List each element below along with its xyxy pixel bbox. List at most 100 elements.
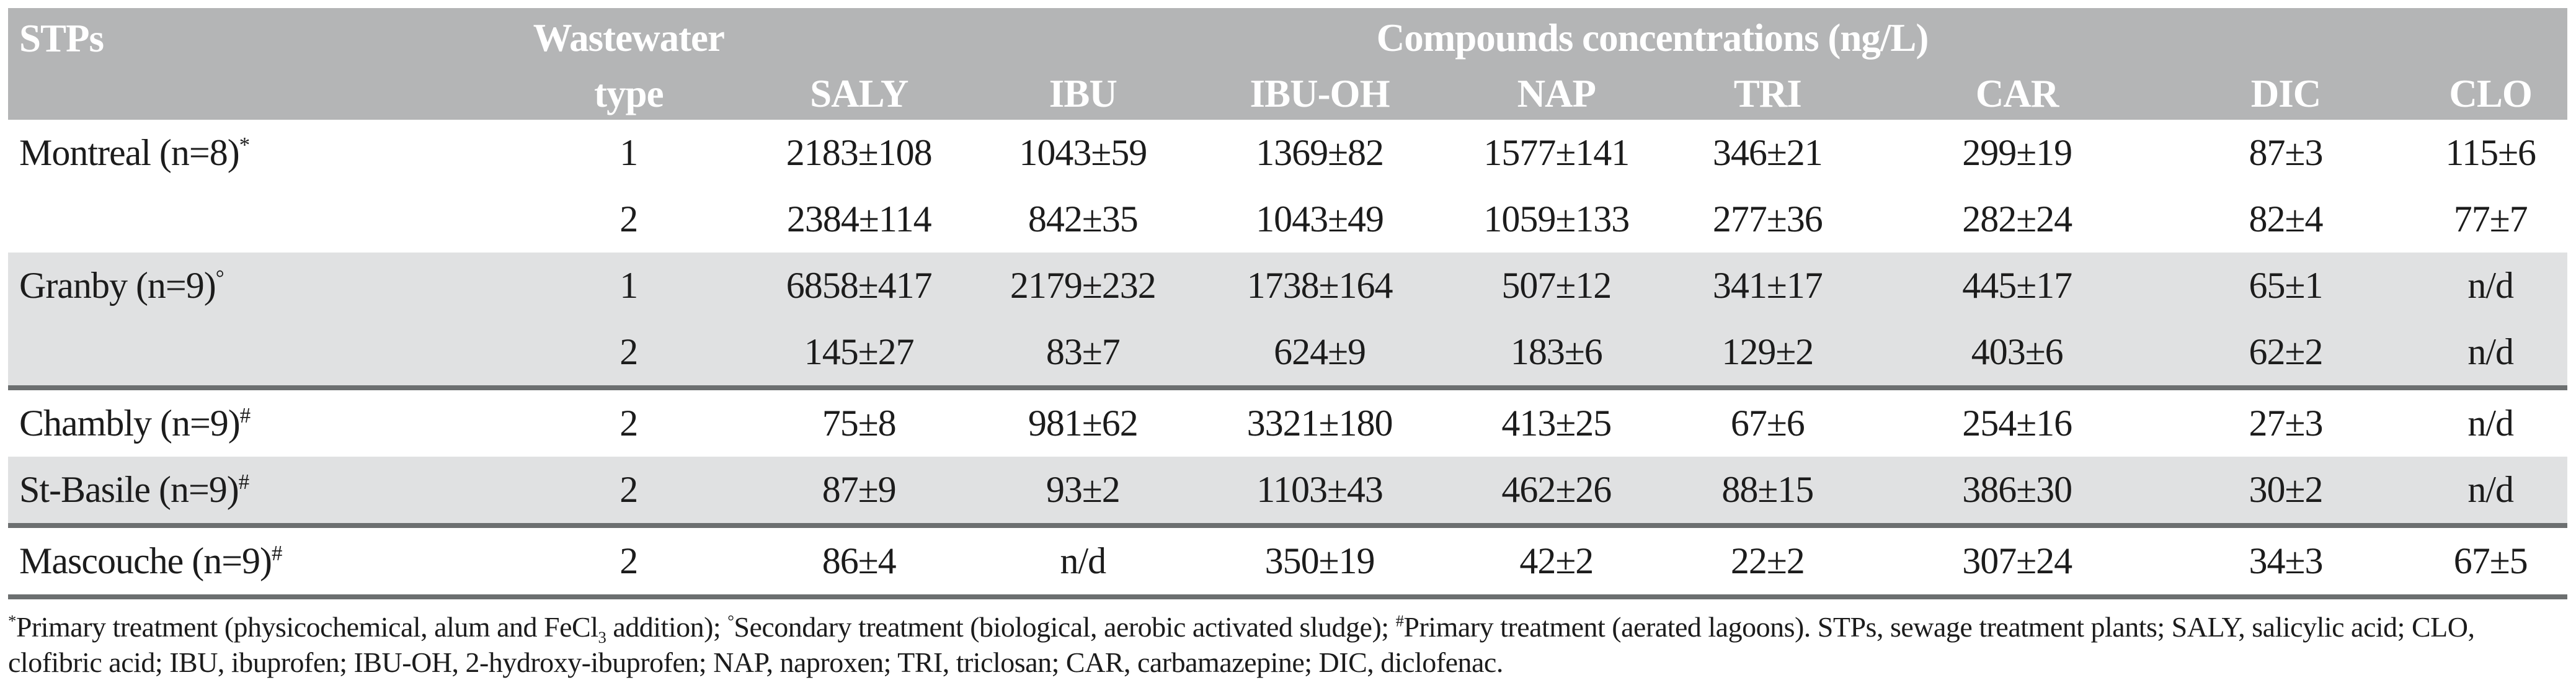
footnote-text: Primary treatment (physicochemical, alum… [16, 611, 598, 643]
value-cell-saly: 145±27 [737, 319, 981, 390]
value-cell-nap: 42±2 [1454, 526, 1659, 599]
value-cell-clo: 77±7 [2453, 199, 2528, 239]
col-header-saly: SALY [737, 68, 981, 120]
wastewater-type-cell: 2 [520, 319, 738, 390]
table-header: STPs Wastewater type Compounds concentra… [8, 8, 2567, 120]
value-cell-ibu-oh: 350±19 [1185, 526, 1454, 599]
col-header-ibu: IBU [980, 68, 1186, 120]
col-header-clo: CLO [2414, 68, 2567, 120]
col-header-stps: STPs [8, 8, 520, 120]
value-cell-dic: 34±3 [2157, 526, 2414, 599]
value-cell-saly: 6858±417 [737, 253, 981, 319]
value-cell-car: 307±24 [1876, 526, 2158, 599]
table-row: Mascouche (n=9)# 2 86±4 n/d 350±19 42±2 22±2 30… [8, 526, 2567, 599]
value-cell-clo: n/d [2467, 403, 2514, 444]
value-cell-dic: 82±4 [2249, 199, 2324, 239]
table-row: Montreal (n=8)* 1 2183±108 1043±59 1369±82 15… [8, 120, 2567, 186]
stp-footnote-marker: # [238, 470, 249, 494]
footnote-text: addition); [606, 611, 728, 643]
footnote-marker: 3 [598, 628, 606, 647]
header-row-1: STPs Wastewater type Compounds concentra… [8, 8, 2567, 120]
value-cell-saly: 75±8 [822, 403, 897, 444]
value-cell-clo: n/d [2414, 253, 2567, 319]
wastewater-type-cell: 2 [620, 403, 638, 444]
value-cell-clo: n/d [2414, 319, 2567, 390]
value-cell-tri: 88±15 [1658, 457, 1876, 528]
col-header-wastewater-type: Wastewater type [520, 8, 738, 120]
wastewater-label-line1: Wastewater [533, 16, 725, 60]
value-cell-clo: 67±5 [2414, 526, 2567, 599]
value-cell-tri: 277±36 [1712, 199, 1823, 239]
footnote-marker: * [8, 611, 16, 630]
col-header-tri: TRI [1658, 68, 1876, 120]
value-cell-ibu: 1043±59 [1019, 132, 1147, 173]
value-cell-tri: 129±2 [1658, 319, 1876, 390]
wastewater-type-cell: 2 [620, 199, 638, 239]
stp-name-cell: Mascouche (n=9)# [8, 526, 520, 599]
stp-footnote-marker: ° [215, 266, 224, 290]
stp-name-cell: Chambly (n=9)# [19, 403, 251, 444]
footnote-text: Secondary treatment (biological, aerobic… [734, 611, 1396, 643]
wastewater-label-line2: type [594, 72, 664, 115]
value-cell-saly: 87±9 [737, 457, 981, 528]
value-cell-nap: 413±25 [1501, 403, 1612, 444]
col-header-car: CAR [1876, 68, 2158, 120]
value-cell-dic: 30±2 [2157, 457, 2414, 528]
stp-name-cell: Granby (n=9)° [8, 253, 520, 390]
value-cell-nap: 462±26 [1454, 457, 1659, 528]
value-cell-clo: n/d [2414, 457, 2567, 528]
value-cell-dic: 62±2 [2157, 319, 2414, 390]
value-cell-ibu: 83±7 [980, 319, 1186, 390]
value-cell-car: 282±24 [1962, 199, 2072, 239]
value-cell-saly: 2384±114 [786, 199, 932, 239]
value-cell-dic: 27±3 [2249, 403, 2324, 444]
value-cell-dic: 87±3 [2249, 132, 2324, 173]
table-row: Granby (n=9)° 1 6858±417 2179±232 1738±164 50… [8, 253, 2567, 390]
value-cell-ibu-oh: 1103±43 [1185, 457, 1454, 528]
value-cell-nap: 507±12 [1454, 253, 1659, 319]
value-cell-ibu-oh: 624±9 [1185, 319, 1454, 390]
value-cell-nap: 183±6 [1454, 319, 1659, 390]
stp-footnote-marker: # [272, 541, 282, 565]
value-cell-nap: 1059±133 [1483, 199, 1630, 239]
value-cell-saly: 2183±108 [786, 132, 933, 173]
value-cell-ibu: 2179±232 [980, 253, 1186, 319]
stp-footnote-marker: * [239, 133, 250, 157]
stp-footnote-marker: # [239, 403, 251, 427]
value-cell-ibu-oh: 1043±49 [1256, 199, 1384, 239]
value-cell-car: 403±6 [1876, 319, 2158, 390]
value-cell-tri: 22±2 [1658, 526, 1876, 599]
table-body: Montreal (n=8)* 1 2183±108 1043±59 1369±82 15… [8, 120, 2567, 599]
table-row: Chambly (n=9)# 2 75±8 981±62 3321±180 413±25 6… [8, 388, 2567, 457]
value-cell-dic: 65±1 [2157, 253, 2414, 319]
col-header-dic: DIC [2157, 68, 2414, 120]
wastewater-type-cell: 1 [520, 253, 738, 319]
value-cell-ibu: 842±35 [1028, 199, 1139, 239]
footnote-marker: # [1395, 611, 1404, 630]
value-cell-car: 299±19 [1962, 132, 2072, 173]
table-row: 2 145±27 83±7 624±9 183±6 129±2 403±6 62±2 n/d [8, 319, 2567, 390]
value-cell-car: 445±17 [1876, 253, 2158, 319]
wastewater-type-cell: 1 [620, 132, 638, 173]
compound-header-row: SALY IBU IBU-OH NAP TRI CAR DIC CLO [8, 68, 2567, 120]
value-cell-ibu: 93±2 [980, 457, 1186, 528]
wastewater-type-cell: 2 [520, 457, 738, 528]
value-cell-tri: 346±21 [1712, 132, 1823, 173]
group-header-compound-concentrations: Compounds concentrations (ng/L) [737, 8, 2567, 68]
stp-name-cell: St-Basile (n=9)# [8, 457, 520, 528]
footnote-marker: ° [727, 611, 734, 630]
value-cell-ibu: 981±62 [1028, 403, 1139, 444]
value-cell-ibu-oh: 1738±164 [1185, 253, 1454, 319]
col-header-nap: NAP [1454, 68, 1659, 120]
col-header-ibu-oh: IBU-OH [1185, 68, 1454, 120]
value-cell-ibu-oh: 1369±82 [1256, 132, 1384, 173]
value-cell-car: 254±16 [1962, 403, 2072, 444]
wastewater-type-cell: 2 [520, 526, 738, 599]
stp-name-cell: Montreal (n=8)* [19, 132, 250, 173]
value-cell-ibu: n/d [980, 526, 1186, 599]
value-cell-nap: 1577±141 [1483, 132, 1630, 173]
value-cell-car: 386±30 [1876, 457, 2158, 528]
value-cell-tri: 67±6 [1730, 403, 1805, 444]
concentrations-table: STPs Wastewater type Compounds concentra… [8, 8, 2567, 599]
